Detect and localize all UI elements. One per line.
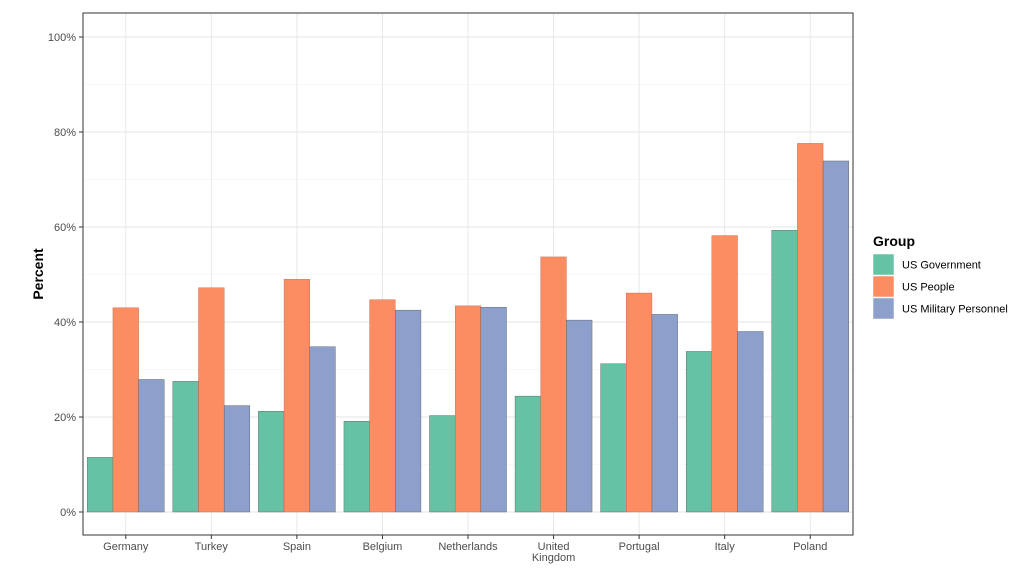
y-axis-title: Percent <box>30 248 46 300</box>
y-tick-label: 100% <box>48 32 76 44</box>
x-tick-label: Italy <box>715 541 736 553</box>
legend-label: US People <box>902 282 955 294</box>
bar <box>198 287 225 513</box>
bar <box>343 421 370 513</box>
bar <box>626 292 653 513</box>
bar <box>737 331 764 513</box>
x-tick-label: Netherlands <box>438 541 498 553</box>
x-tick-label: Spain <box>283 541 311 553</box>
bar <box>138 379 165 513</box>
bar <box>480 307 507 513</box>
y-tick-label: 60% <box>54 222 76 234</box>
y-tick-label: 80% <box>54 127 76 139</box>
bar <box>172 381 199 513</box>
bar <box>711 235 738 513</box>
bar <box>685 351 713 513</box>
legend-swatch <box>872 275 895 298</box>
legend-title: Group <box>873 233 915 249</box>
x-tick-label: Portugal <box>619 541 660 553</box>
x-tick-label: Turkey <box>195 541 229 553</box>
y-tick-label: 40% <box>54 317 76 329</box>
bar <box>87 457 114 513</box>
bar <box>223 405 251 513</box>
x-tick-label: Poland <box>793 541 827 553</box>
bar <box>514 395 541 513</box>
bar <box>600 363 627 513</box>
bar <box>429 415 456 513</box>
legend: Group US Government US People US Military … <box>872 233 1008 320</box>
legend-label: US Military Personnel <box>902 304 1008 316</box>
bars <box>87 143 849 513</box>
x-axis: Germany Turkey Spain Belgium Netherlands Unit… <box>103 535 827 564</box>
y-axis: 0% 20% 40% 60% 80% 100% <box>48 32 83 519</box>
legend-swatch <box>872 297 895 320</box>
x-tick-label: Germany <box>103 541 149 553</box>
bar <box>369 299 396 513</box>
x-tick-label: United Kingdom <box>532 541 575 564</box>
y-tick-label: 0% <box>60 507 76 519</box>
bar <box>454 305 482 513</box>
bar <box>566 319 593 513</box>
bar <box>258 411 285 513</box>
bar <box>651 314 678 513</box>
legend-swatch <box>872 253 895 276</box>
bar <box>395 309 422 513</box>
bar <box>309 346 336 513</box>
bar <box>540 256 567 513</box>
x-tick-label: Belgium <box>363 541 403 553</box>
legend-label: US Government <box>902 260 981 272</box>
bar <box>283 279 310 513</box>
bar <box>797 143 824 513</box>
bar <box>822 160 849 513</box>
bar <box>112 307 139 513</box>
bar <box>771 230 798 513</box>
y-tick-label: 20% <box>54 412 76 424</box>
